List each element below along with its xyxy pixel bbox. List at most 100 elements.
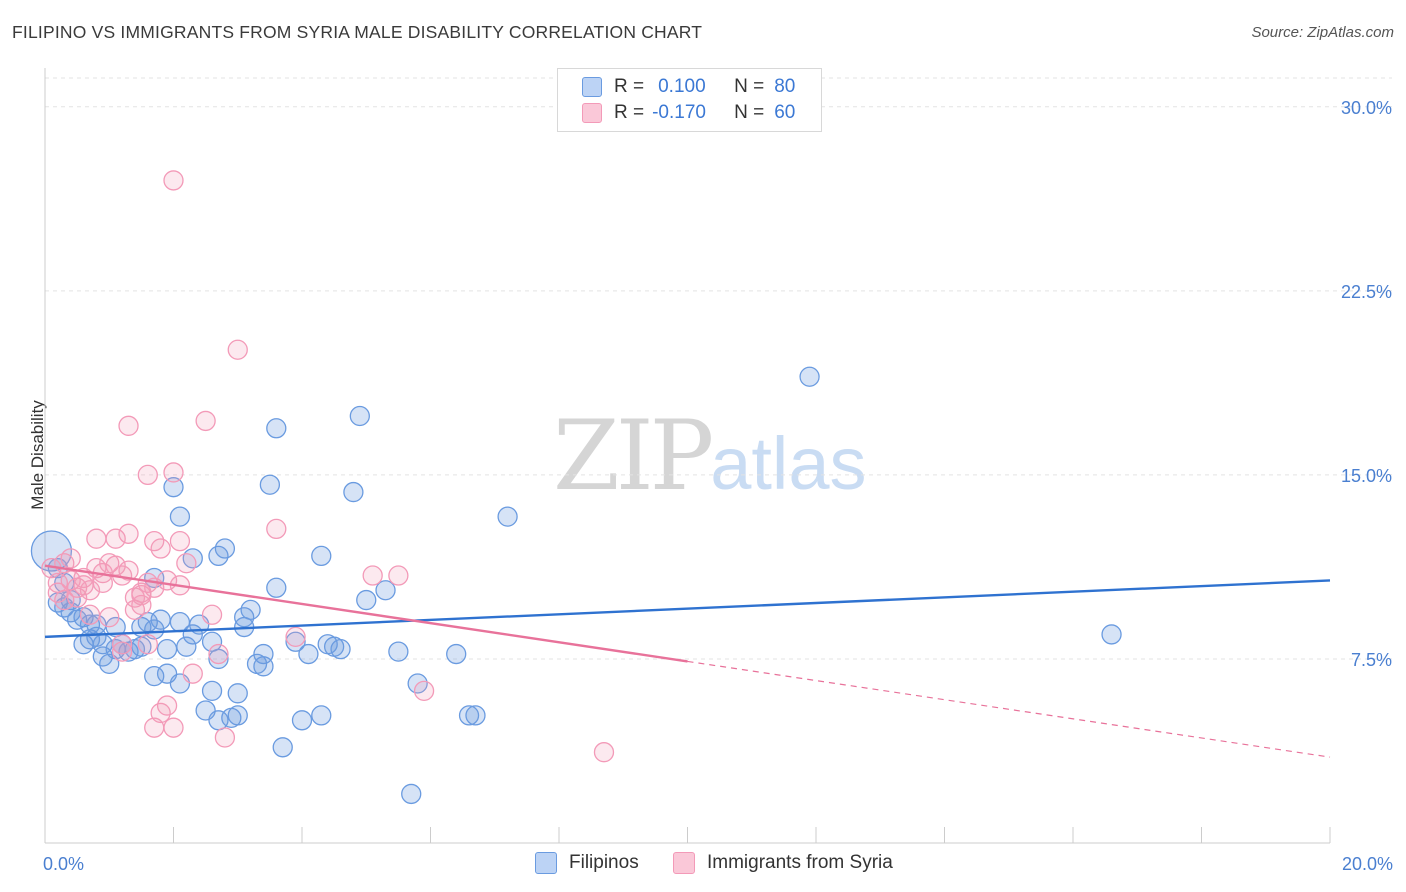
legend-r-value-syria: -0.170 [652, 102, 706, 123]
point-filipinos [356, 589, 377, 611]
y-tick-label: 22.5% [1341, 282, 1392, 302]
point-syria [266, 518, 287, 540]
point-syria [118, 523, 139, 544]
legend-n-label: N = [734, 76, 765, 97]
legend-swatch-filipinos [582, 77, 602, 97]
point-filipinos [156, 638, 178, 660]
point-syria [99, 607, 120, 628]
point-filipinos [388, 641, 409, 662]
y-tick-label: 15.0% [1341, 466, 1392, 486]
point-syria [163, 170, 184, 191]
point-filipinos [343, 481, 364, 503]
source-label: Source: ZipAtlas.com [1251, 24, 1394, 41]
point-filipinos [799, 366, 820, 387]
point-syria [137, 464, 158, 486]
correlation-legend: R = 0.100 N = 80 R = -0.170 N = 60 [557, 68, 822, 132]
point-filipinos [311, 705, 332, 726]
point-filipinos [272, 737, 293, 758]
legend-row-filipinos: R = 0.100 N = 80 [582, 75, 795, 99]
point-syria [131, 594, 152, 616]
point-syria [362, 565, 383, 586]
bottom-legend-filipinos: Filipinos [535, 852, 639, 874]
point-filipinos [150, 609, 171, 630]
point-syria [182, 663, 203, 684]
bottom-legend-label-filipinos: Filipinos [569, 852, 639, 873]
point-filipinos [144, 665, 165, 687]
point-filipinos [446, 643, 467, 665]
point-filipinos [458, 705, 480, 726]
point-filipinos [298, 643, 319, 665]
point-filipinos [285, 631, 306, 652]
point-syria [60, 548, 81, 569]
point-filipinos [99, 653, 120, 675]
point-syria [111, 641, 133, 662]
point-syria [54, 589, 75, 611]
point-filipinos [1101, 624, 1122, 645]
point-filipinos [208, 648, 229, 670]
point-syria [176, 553, 197, 574]
x-tick-label-max: 20.0% [1342, 854, 1393, 874]
point-syria [86, 528, 107, 549]
point-syria [105, 528, 126, 549]
point-syria [593, 742, 615, 763]
watermark-atlas: atlas [710, 422, 867, 505]
point-filipinos [227, 705, 248, 726]
legend-r-label: R = [614, 76, 645, 97]
point-filipinos [349, 405, 370, 427]
point-syria [208, 643, 229, 665]
point-filipinos [253, 656, 274, 677]
point-syria [156, 695, 178, 716]
point-syria [388, 565, 409, 586]
legend-swatch-syria [582, 103, 602, 123]
bottom-swatch-syria [673, 852, 695, 874]
point-syria [118, 415, 139, 436]
x-tick-label-min: 0.0% [43, 854, 84, 874]
trend-line-syria [44, 564, 688, 663]
legend-r-value-filipinos: 0.100 [658, 76, 706, 97]
point-filipinos [497, 506, 518, 527]
point-syria [150, 538, 171, 559]
point-filipinos [259, 474, 281, 495]
watermark-zip: ZIP [553, 400, 714, 512]
point-filipinos [176, 636, 197, 657]
bottom-swatch-filipinos [535, 852, 557, 874]
point-filipinos [266, 577, 287, 598]
point-syria [118, 560, 139, 581]
point-filipinos [291, 710, 313, 731]
point-syria [214, 727, 236, 748]
point-syria [66, 587, 88, 608]
point-filipinos [73, 634, 94, 655]
point-filipinos [240, 599, 261, 621]
point-filipinos [163, 477, 184, 498]
chart-title: FILIPINO VS IMMIGRANTS FROM SYRIA MALE D… [12, 22, 703, 42]
point-filipinos [311, 545, 332, 567]
bottom-legend-syria: Immigrants from Syria [673, 852, 893, 874]
legend-r-label: R = [614, 102, 645, 123]
point-filipinos [214, 538, 236, 559]
point-syria [227, 339, 248, 360]
point-syria [195, 410, 216, 432]
bottom-legend-label-syria: Immigrants from Syria [707, 852, 893, 873]
point-filipinos [169, 506, 191, 527]
point-filipinos [330, 638, 351, 660]
point-syria [163, 462, 184, 483]
legend-row-syria: R = -0.170 N = 60 [582, 101, 795, 125]
point-syria [169, 531, 191, 552]
legend-n-value-filipinos: 80 [774, 76, 796, 97]
y-tick-label: 7.5% [1351, 650, 1392, 670]
point-syria [79, 604, 101, 625]
point-syria [137, 634, 158, 655]
point-filipinos [266, 418, 287, 439]
trend-line-syria-extrapolated [687, 660, 1331, 758]
point-filipinos [201, 680, 223, 702]
y-tick-label: 30.0% [1341, 98, 1392, 118]
trend-line-filipinos [44, 579, 1331, 639]
legend-n-label: N = [734, 102, 765, 123]
point-syria [413, 680, 435, 702]
point-filipinos [465, 705, 486, 726]
point-syria [163, 717, 184, 738]
point-syria [111, 634, 133, 655]
legend-n-value-syria: 60 [774, 102, 796, 123]
watermark: ZIPatlas [553, 400, 867, 512]
